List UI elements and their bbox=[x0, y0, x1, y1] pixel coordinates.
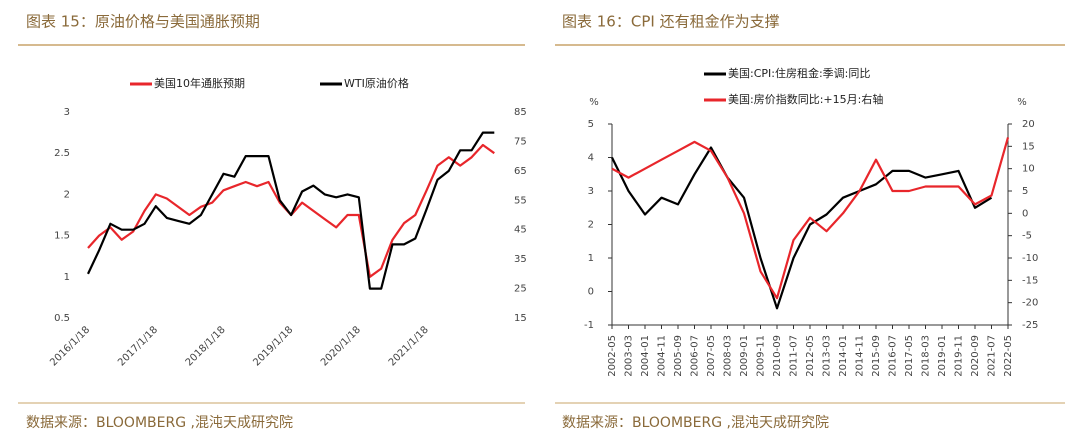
x-tick-label: 2016-07 bbox=[888, 335, 899, 377]
x-tick-label: 2019-01 bbox=[937, 335, 948, 377]
x-tick-label: 2021/1/18 bbox=[387, 324, 431, 368]
y2-tick-label: 0 bbox=[1022, 208, 1028, 219]
y2-tick-label: 15 bbox=[1022, 141, 1035, 152]
y-tick-label: 5 bbox=[588, 119, 594, 130]
y-tick-label: 1 bbox=[588, 253, 594, 264]
x-tick-label: 2003-03 bbox=[624, 335, 635, 377]
x-tick-label: 2014-01 bbox=[838, 335, 849, 377]
y2-tick-label: 45 bbox=[514, 225, 527, 236]
x-tick-label: 2007-05 bbox=[706, 335, 717, 377]
x-tick-label: 2012-05 bbox=[805, 335, 816, 377]
x-tick-label: 2008-03 bbox=[723, 335, 734, 377]
legend-label: 美国:房价指数同比:+15月:右轴 bbox=[728, 92, 883, 106]
y-tick-label: 0.5 bbox=[54, 313, 70, 324]
x-tick-label: 2009-11 bbox=[756, 335, 767, 377]
legend-label: WTI原油价格 bbox=[344, 76, 409, 90]
x-tick-label: 2020-09 bbox=[970, 335, 981, 377]
y-tick-label: 3 bbox=[588, 186, 594, 197]
chart-title: 图表 16：CPI 还有租金作为支撑 bbox=[562, 13, 780, 31]
x-tick-label: 2021-07 bbox=[987, 335, 998, 377]
y2-axis-label: % bbox=[1017, 97, 1027, 108]
x-tick-label: 2022-05 bbox=[1003, 335, 1014, 377]
x-tick-label: 2019/1/18 bbox=[251, 324, 295, 368]
y-tick-label: 2.5 bbox=[54, 148, 70, 159]
y-tick-label: 1 bbox=[64, 272, 70, 283]
x-tick-label: 2019-11 bbox=[954, 335, 965, 377]
y-tick-label: 2 bbox=[64, 189, 70, 200]
y2-tick-label: -15 bbox=[1022, 275, 1038, 286]
y2-tick-label: -5 bbox=[1022, 231, 1032, 242]
x-tick-label: 2016/1/18 bbox=[48, 324, 92, 368]
y2-tick-label: 25 bbox=[514, 284, 527, 295]
y-tick-label: 2 bbox=[588, 220, 594, 231]
x-tick-label: 2004-01 bbox=[640, 335, 651, 377]
y2-tick-label: 65 bbox=[514, 166, 527, 177]
source-note: 数据来源：BLOOMBERG ,混沌天成研究院 bbox=[562, 415, 829, 431]
y2-tick-label: -10 bbox=[1022, 253, 1038, 264]
x-tick-label: 2011-07 bbox=[789, 335, 800, 377]
y2-tick-label: -25 bbox=[1022, 320, 1038, 331]
y-tick-label: 1.5 bbox=[54, 231, 70, 242]
y2-tick-label: 20 bbox=[1022, 119, 1035, 130]
y-axis-label: % bbox=[589, 97, 599, 108]
y2-tick-label: 75 bbox=[514, 136, 527, 147]
x-tick-label: 2018/1/18 bbox=[184, 324, 228, 368]
source-note: 数据来源：BLOOMBERG ,混沌天成研究院 bbox=[26, 415, 293, 431]
x-tick-label: 2009-01 bbox=[739, 335, 750, 377]
x-tick-label: 2010-09 bbox=[772, 335, 783, 377]
series-line bbox=[87, 131, 495, 290]
y-tick-label: 0 bbox=[588, 287, 594, 298]
legend-label: 美国10年通胀预期 bbox=[154, 76, 245, 90]
y2-tick-label: 85 bbox=[514, 107, 527, 118]
chart-title: 图表 15：原油价格与美国通胀预期 bbox=[26, 13, 260, 31]
y-tick-label: -1 bbox=[584, 320, 594, 331]
series-line bbox=[87, 143, 495, 278]
y2-tick-label: -20 bbox=[1022, 298, 1038, 309]
x-tick-label: 2004-11 bbox=[657, 335, 668, 377]
x-tick-label: 2018-03 bbox=[921, 335, 932, 377]
series-line bbox=[611, 137, 1010, 300]
series-line bbox=[611, 146, 993, 310]
x-tick-label: 2006-07 bbox=[690, 335, 701, 377]
x-tick-label: 2014-11 bbox=[855, 335, 866, 377]
y-tick-label: 4 bbox=[588, 153, 594, 164]
y2-tick-label: 5 bbox=[1022, 186, 1028, 197]
y2-tick-label: 55 bbox=[514, 195, 527, 206]
x-tick-label: 2015-09 bbox=[871, 335, 882, 377]
x-tick-label: 2005-09 bbox=[673, 335, 684, 377]
x-tick-label: 2017/1/18 bbox=[116, 324, 160, 368]
legend-label: 美国:CPI:住房租金:季调:同比 bbox=[728, 66, 870, 80]
x-tick-label: 2020/1/18 bbox=[319, 324, 363, 368]
x-tick-label: 2013-03 bbox=[822, 335, 833, 377]
y-tick-label: 3 bbox=[64, 107, 70, 118]
y2-tick-label: 35 bbox=[514, 254, 527, 265]
y2-tick-label: 10 bbox=[1022, 164, 1035, 175]
x-tick-label: 2017-05 bbox=[904, 335, 915, 377]
y2-tick-label: 15 bbox=[514, 313, 527, 324]
x-tick-label: 2002-05 bbox=[607, 335, 618, 377]
